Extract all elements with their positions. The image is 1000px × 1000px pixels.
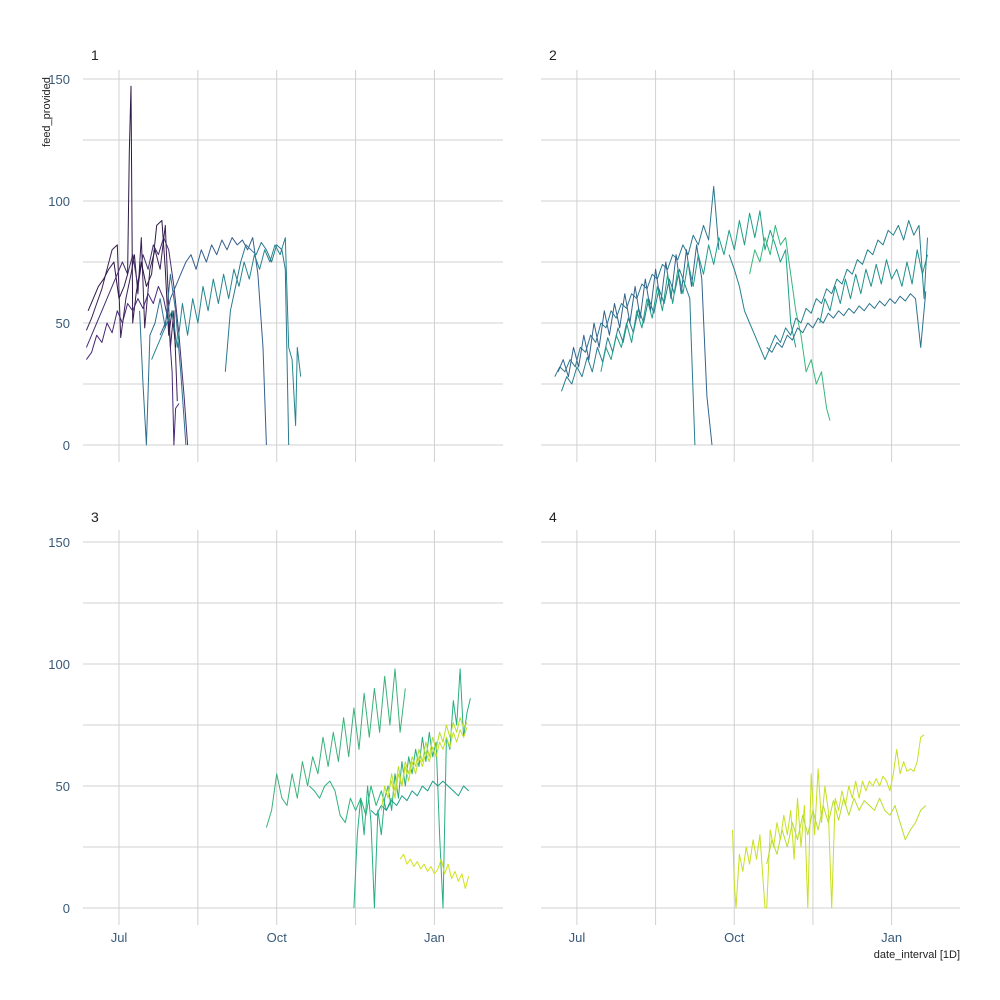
series-line (819, 249, 928, 324)
x-tick-label: Jan (881, 930, 902, 945)
y-tick-label: 0 (63, 438, 70, 453)
y-tick-label: 100 (48, 194, 70, 209)
x-tick-label: Oct (724, 930, 745, 945)
series-line (557, 244, 713, 446)
series-line (224, 242, 290, 446)
panel-title: 1 (91, 47, 99, 63)
x-tick-label: Oct (267, 930, 288, 945)
series-line (766, 291, 927, 353)
panel-4: 4 Jul Oct Jan (541, 509, 960, 945)
x-axis-title: date_interval [1D] (874, 949, 960, 961)
series-line (728, 220, 928, 361)
series-line (308, 780, 393, 824)
x-tick-label: Jan (424, 930, 445, 945)
y-tick-label: 0 (63, 901, 70, 916)
series-line (87, 85, 177, 348)
series-line (370, 780, 470, 816)
panel-2: 2 (541, 47, 960, 462)
series-line (85, 237, 189, 446)
y-axis-title: feed_provided (41, 77, 53, 147)
x-tick-label: Jul (111, 930, 128, 945)
panel-1: 1 0 50 100 150 (48, 47, 503, 462)
series-line (85, 285, 180, 446)
series-line (766, 797, 927, 865)
series-line (600, 210, 797, 372)
y-tick-label: 100 (48, 657, 70, 672)
x-tick-label: Jul (569, 930, 586, 945)
y-tick-label: 50 (56, 316, 70, 331)
panel-title: 4 (549, 509, 557, 525)
series-line (399, 853, 470, 889)
series-line (380, 717, 468, 811)
y-tick-label: 150 (48, 535, 70, 550)
series-line (561, 268, 696, 446)
panel-3: 3 0 50 100 150 Jul Oct Jan (48, 509, 503, 945)
y-tick-label: 50 (56, 779, 70, 794)
series-line (139, 273, 187, 446)
series-line (749, 224, 831, 421)
series-line (265, 668, 406, 828)
series-line (159, 237, 267, 446)
y-tick-label: 150 (48, 72, 70, 87)
series-line (732, 734, 925, 909)
panel-title: 3 (91, 509, 99, 525)
panel-title: 2 (549, 47, 557, 63)
series-line (387, 727, 468, 799)
series-line (151, 237, 302, 426)
